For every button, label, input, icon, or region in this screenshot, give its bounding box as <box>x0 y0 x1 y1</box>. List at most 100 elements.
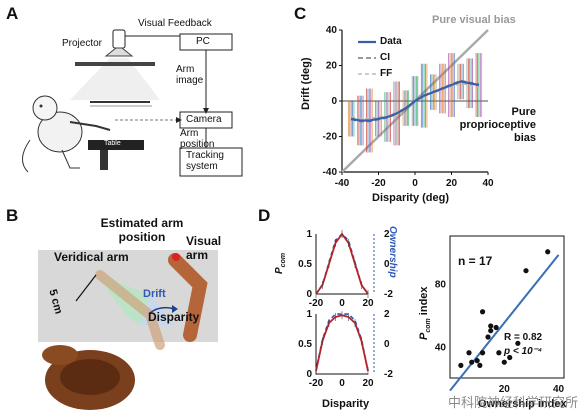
pc-label: PC <box>196 36 210 47</box>
drift-label: Drift <box>143 288 166 300</box>
right-tick-label: 0 <box>384 259 390 270</box>
left-tick-label: 0.5 <box>298 259 312 270</box>
left-tick-label: 0 <box>306 289 312 300</box>
x-tick-label: -40 <box>335 178 350 189</box>
ownership-axis-label: Ownership <box>387 226 398 278</box>
right-tick-label: -2 <box>384 289 393 300</box>
drift-chart: -40 -20 0 20 40 40 20 0 -20 -40 <box>323 25 494 189</box>
visual-arm-label: Visual arm <box>186 234 222 262</box>
x-tick-label: 20 <box>446 178 458 189</box>
x-tick-label: 0 <box>412 178 418 189</box>
scatter-n: n = 17 <box>458 254 493 268</box>
x-tick-label: 40 <box>482 178 494 189</box>
x-tick-label: 0 <box>339 378 345 389</box>
x-tick-label: 20 <box>362 298 374 309</box>
disparity-axis-label: Disparity <box>322 398 370 410</box>
legend-ff: FF <box>380 68 393 79</box>
monkey-topview <box>42 345 135 410</box>
panel-label-d: D <box>258 206 271 225</box>
panel-a-diagram <box>22 29 243 177</box>
chart-c-xlabel: Disparity (deg) <box>372 192 450 204</box>
right-tick-label: 2 <box>384 229 390 240</box>
legend-ci: CI <box>380 52 390 63</box>
scatter-point <box>479 350 486 356</box>
disparity-label: Disparity <box>148 310 200 324</box>
y-tick-label: 0 <box>331 96 337 107</box>
tracking-system-box <box>179 147 243 177</box>
pure-proprioceptive-bias-label: Pure proprioceptive bias <box>459 106 536 144</box>
right-tick-label: -2 <box>384 369 393 380</box>
x-tick-label: -20 <box>309 298 324 309</box>
scatter-p: p < 10⁻⁴ <box>504 346 543 357</box>
left-tick-label: 1 <box>306 309 312 320</box>
pcom-axis-label: Pcom <box>274 252 287 274</box>
ff-line <box>350 82 480 120</box>
y-tick-label: 40 <box>326 25 338 36</box>
y-tick-label: 80 <box>435 279 447 290</box>
scatter-point <box>488 323 494 329</box>
y-tick-label: 20 <box>326 61 338 72</box>
y-tick-label: 40 <box>435 342 447 353</box>
panel-label-b: B <box>6 206 19 225</box>
panel-label-a: A <box>6 4 19 23</box>
x-tick-label: 20 <box>362 378 374 389</box>
scatter-point <box>479 309 486 315</box>
scatter-point <box>458 362 464 368</box>
x-tick-label: 0 <box>339 298 345 309</box>
legend-data: Data <box>380 36 402 47</box>
scatter-point <box>477 362 483 368</box>
camera-label: Camera <box>186 114 222 125</box>
scatter-point <box>466 350 472 356</box>
table-label: Table <box>104 140 121 147</box>
scatter-point <box>485 334 491 340</box>
x-tick-label: 40 <box>553 384 565 395</box>
monkey-figure <box>22 95 111 173</box>
arm-position-label: Arm position <box>180 128 215 150</box>
left-tick-label: 0.5 <box>298 339 312 350</box>
scatter-frame <box>449 235 565 379</box>
veridical-arm-label: Veridical arm <box>54 250 129 264</box>
chart-c-ylabel: Drift (deg) <box>300 57 312 110</box>
scatter-point <box>515 340 521 346</box>
estimated-position-marker <box>172 253 180 261</box>
pcom-curve <box>315 232 369 295</box>
pure-visual-bias-label: Pure visual bias <box>432 14 516 26</box>
tracking-system-label: Tracking system <box>186 150 224 172</box>
left-tick-label: 0 <box>306 369 312 380</box>
table-shape <box>88 140 144 150</box>
visual-feedback-label: Visual Feedback <box>138 18 212 29</box>
estimated-arm-position-label: Estimated arm position <box>100 216 184 244</box>
data-line <box>350 80 480 122</box>
right-tick-label: 0 <box>384 339 390 350</box>
scatter-ylabel: Pcom index <box>418 286 433 340</box>
scatter-point <box>523 268 529 274</box>
ownership-curve <box>315 313 369 372</box>
y-tick-label: -20 <box>323 132 338 143</box>
fit-line <box>449 254 560 392</box>
scatter-xlabel: Ownership index <box>478 398 567 410</box>
scatter-r: R = 0.82 <box>504 332 543 343</box>
scatter-point <box>545 249 551 255</box>
scatter-point <box>474 358 480 364</box>
watermark: 中科院神经科学研究所 <box>447 395 578 410</box>
projector-icon <box>112 29 126 49</box>
scatter-point <box>469 359 475 365</box>
y-tick-label: -40 <box>323 167 338 178</box>
scatter-point <box>488 328 494 334</box>
scatter-point <box>493 324 499 331</box>
left-tick-label: 1 <box>306 229 312 240</box>
scatter-point <box>496 350 502 356</box>
right-tick-label: 2 <box>384 309 390 320</box>
x-tick-label: 20 <box>499 384 511 395</box>
projector-label: Projector <box>62 38 103 49</box>
ownership-curve <box>315 232 369 295</box>
scatter-point <box>507 354 513 361</box>
x-tick-label: -20 <box>371 178 386 189</box>
scatter-point <box>501 359 507 365</box>
pcom-curve <box>315 314 369 372</box>
arm-image-label: Arm image <box>176 64 204 86</box>
ownership-scatter: 20 40 80 40 <box>435 235 565 395</box>
panel-label-c: C <box>294 4 307 23</box>
